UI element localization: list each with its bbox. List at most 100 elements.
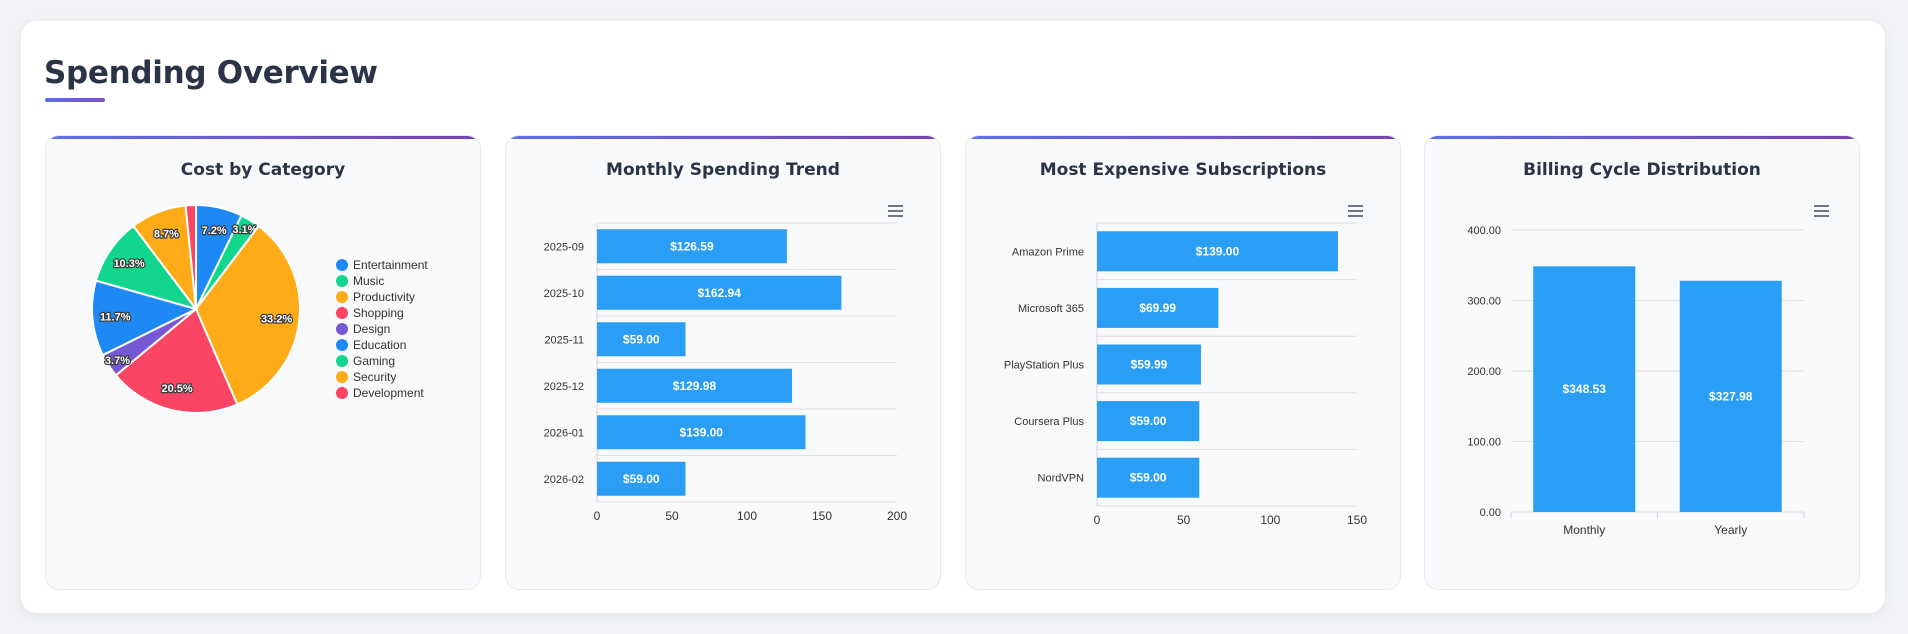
bar-chart: $126.59 2025-09 $162.94 2025-10 $59.00 2025-1…	[544, 205, 907, 523]
legend-label: Music	[353, 274, 384, 288]
bar-data-label: $59.00	[623, 332, 660, 346]
bar-data-label: $59.00	[1130, 414, 1167, 428]
bar-data-label: $139.00	[1196, 244, 1240, 258]
category-label: Coursera Plus	[1014, 416, 1084, 428]
bar[interactable]	[1097, 401, 1200, 442]
category-label: 2025-11	[544, 334, 584, 346]
chart-title: Billing Cycle Distribution	[1523, 160, 1761, 180]
bar[interactable]	[597, 322, 686, 357]
legend-label: Productivity	[353, 290, 415, 304]
category-label: NordVPN	[1038, 473, 1085, 485]
legend-label: Gaming	[353, 354, 395, 368]
card-accent-bar	[1425, 136, 1859, 139]
card-accent-bar	[966, 136, 1400, 139]
chart-title: Cost by Category	[180, 160, 346, 180]
card-monthly-spending-trend: Monthly Spending Trend $126.59 2025-09 $16…	[505, 135, 941, 590]
pie-slice[interactable]	[184, 203, 197, 310]
x-tick-label: 150	[812, 509, 832, 523]
bar[interactable]	[597, 229, 787, 264]
category-label: 2025-10	[544, 288, 584, 300]
pie-data-label: 7.2%	[202, 225, 227, 237]
bar-data-label: $59.00	[623, 472, 660, 486]
card-accent-bar	[46, 136, 480, 139]
category-label: 2026-02	[544, 474, 584, 486]
legend-label: Education	[353, 338, 406, 352]
legend-marker	[336, 291, 348, 303]
hamburger-menu-icon[interactable]	[1814, 205, 1829, 217]
x-tick-label: 0	[594, 509, 601, 523]
bar-chart: $139.00 Amazon Prime $69.99 Microsoft 365 $5…	[1004, 205, 1367, 527]
legend-marker	[336, 387, 348, 399]
bar-data-label: $327.98	[1709, 389, 1753, 403]
y-tick-label: 200.00	[1467, 366, 1501, 378]
bar-data-label: $348.53	[1563, 382, 1607, 396]
column-chart: 0.00 100.00 200.00 300.00 400.00 $348.53 Month…	[1467, 205, 1829, 537]
title-underline	[45, 98, 105, 102]
category-label: Yearly	[1714, 523, 1747, 537]
chart-title: Monthly Spending Trend	[606, 160, 840, 180]
legend-marker	[336, 323, 348, 335]
y-tick-label: 300.00	[1467, 296, 1501, 308]
pie-slice[interactable]	[91, 279, 199, 357]
bar[interactable]	[1097, 457, 1200, 498]
hamburger-menu-icon[interactable]	[888, 205, 903, 217]
legend-marker	[336, 275, 348, 287]
dashboard-panel: Spending Overview Cost by Category 7.2% 3…	[21, 21, 1885, 613]
bar[interactable]	[597, 461, 686, 496]
pie-data-label: 11.7%	[100, 311, 131, 323]
x-tick-label: 50	[1177, 513, 1191, 527]
bar[interactable]	[1097, 344, 1201, 385]
legend-marker	[336, 355, 348, 367]
hamburger-menu-icon[interactable]	[1348, 205, 1363, 217]
card-billing-cycle-distribution: Billing Cycle Distribution 0.00 100.00 200…	[1424, 135, 1860, 590]
bar[interactable]	[597, 275, 842, 310]
legend-marker	[336, 259, 348, 271]
category-label: 2025-12	[544, 381, 584, 393]
pie-data-label: 10.3%	[113, 258, 144, 270]
category-label: 2026-01	[544, 427, 584, 439]
pie-chart: 7.2% 3.1%33.2%20.5%3.7%11.7%10.3%8.7%Ente…	[91, 203, 428, 414]
page-title: Spending Overview	[44, 55, 378, 91]
x-tick-label: 150	[1347, 513, 1367, 527]
pie-data-label: 3.7%	[105, 355, 130, 367]
x-tick-label: 100	[737, 509, 757, 523]
bar[interactable]	[1679, 280, 1782, 512]
category-label: Monthly	[1563, 523, 1605, 537]
bar-data-label: $126.59	[670, 239, 714, 253]
bar[interactable]	[1097, 287, 1219, 328]
bar-data-label: $162.94	[698, 286, 742, 300]
pie-slice[interactable]	[114, 307, 239, 414]
category-label: 2025-09	[544, 241, 584, 253]
bar[interactable]	[1533, 266, 1636, 512]
legend-marker	[336, 307, 348, 319]
pie-slice[interactable]	[194, 224, 301, 406]
x-tick-label: 50	[665, 509, 679, 523]
bar[interactable]	[597, 368, 792, 403]
legend-label: Shopping	[353, 306, 404, 320]
legend-marker	[336, 339, 348, 351]
legend-label: Design	[353, 322, 390, 336]
category-label: PlayStation Plus	[1004, 360, 1085, 372]
y-tick-label: 100.00	[1467, 437, 1501, 449]
card-most-expensive-subscriptions: Most Expensive Subscriptions $139.00 Amaz…	[965, 135, 1401, 590]
bar-data-label: $129.98	[673, 379, 717, 393]
x-tick-label: 100	[1260, 513, 1280, 527]
legend-label: Development	[353, 386, 424, 400]
chart-title: Most Expensive Subscriptions	[1039, 160, 1327, 180]
legend-label: Security	[353, 370, 396, 384]
y-tick-label: 400.00	[1467, 225, 1501, 237]
bar-data-label: $59.99	[1131, 358, 1168, 372]
bar[interactable]	[1097, 231, 1338, 272]
card-cost-by-category: Cost by Category 7.2% 3.1% 33.2% 20.5% 3.7% 1…	[45, 135, 481, 590]
category-label: Amazon Prime	[1012, 246, 1084, 258]
bar-data-label: $69.99	[1139, 301, 1176, 315]
pie-data-label: 20.5%	[161, 383, 192, 395]
legend-marker	[336, 371, 348, 383]
category-label: Microsoft 365	[1018, 303, 1084, 315]
pie-data-label: 33.2%	[261, 314, 292, 326]
x-tick-label: 200	[887, 509, 907, 523]
legend-label: Entertainment	[353, 258, 428, 272]
bar-data-label: $59.00	[1130, 471, 1167, 485]
bar[interactable]	[597, 415, 806, 450]
x-tick-label: 0	[1094, 513, 1101, 527]
